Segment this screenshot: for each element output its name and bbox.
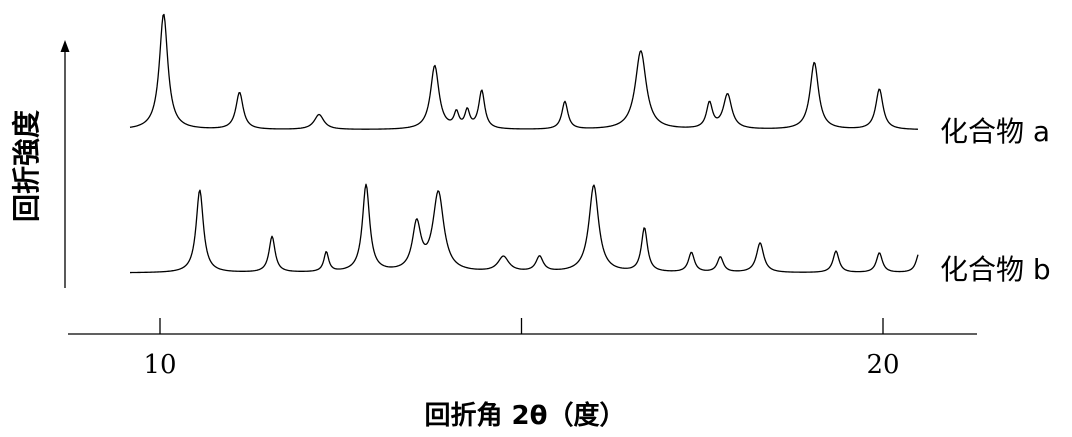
x-tick-label-0: 10 xyxy=(143,350,176,380)
x-tick-label-2: 20 xyxy=(866,350,899,380)
y-axis-title: 回折強度 xyxy=(10,110,43,222)
series-line-b xyxy=(129,183,919,274)
series-labels: 化合物 a 化合物 b xyxy=(940,115,1051,286)
x-axis-ticks: 10 20 xyxy=(143,318,900,380)
y-axis-arrow-head xyxy=(60,40,70,52)
series-label-b: 化合物 b xyxy=(940,253,1051,286)
series-line-a xyxy=(129,13,919,130)
series-label-a: 化合物 a xyxy=(940,115,1050,148)
x-axis-title: 回折角 2θ（度） xyxy=(424,400,625,431)
series-traces xyxy=(129,13,919,274)
